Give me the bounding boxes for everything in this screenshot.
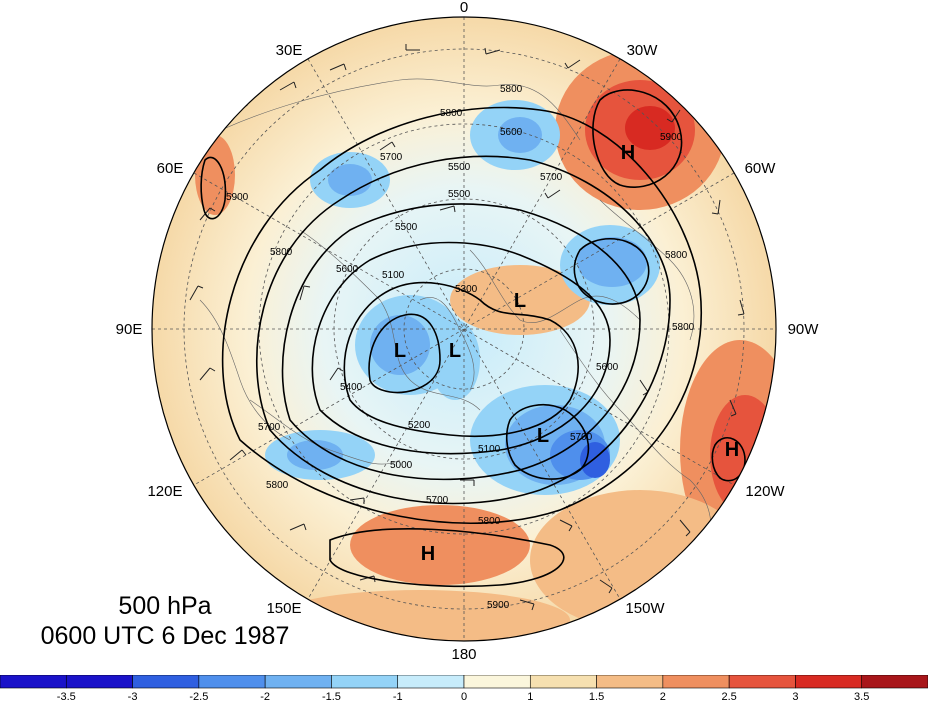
- contour-label: 5300: [455, 284, 478, 295]
- colorbar-box: [463, 675, 531, 689]
- contour-label: 5000: [390, 460, 413, 471]
- level-caption: 500 hPa: [118, 592, 212, 620]
- contour-label: 5800: [270, 247, 293, 258]
- colorbar-box: [662, 675, 730, 689]
- lon-label-60e: 60E: [157, 160, 184, 177]
- colorbar-box: [728, 675, 796, 689]
- contour-label: 5500: [395, 222, 418, 233]
- contour-label: 5900: [226, 192, 249, 203]
- lon-label-30w: 30W: [627, 42, 659, 59]
- contour-label: 5900: [487, 600, 510, 611]
- contour-label: 5400: [340, 382, 363, 393]
- colorbar-box: [331, 675, 399, 689]
- contour-label: 5700: [380, 152, 403, 163]
- contour-label: 5700: [258, 422, 281, 433]
- colorbar-labels: -3.5 -3 -2.5 -2 -1.5 -1 0 1 1.5 2 2.5 3 3.5: [57, 691, 870, 702]
- colorbar-box: [264, 675, 332, 689]
- anomaly-shading: [195, 50, 776, 641]
- contour-label: 5500: [448, 162, 471, 173]
- colorbar-tick-label: 2: [660, 691, 666, 702]
- colorbar-tick-label: -2: [260, 691, 270, 702]
- colorbar: -3.5 -3 -2.5 -2 -1.5 -1 0 1 1.5 2 2.5 3 3.5: [0, 675, 928, 702]
- contour-label: 5600: [336, 264, 359, 275]
- contour-label: 5800: [500, 84, 523, 95]
- colorbar-tick-label: 1: [527, 691, 533, 702]
- colorbar-tick-label: 3.5: [854, 691, 869, 702]
- contour-labels: 5800 5800 5900 5900 5800 5700 5600 5700 …: [226, 84, 695, 611]
- contour-label: 5900: [660, 132, 683, 143]
- contour-label: 5100: [382, 270, 405, 281]
- colorbar-tick-label: 2.5: [721, 691, 736, 702]
- contour-label: 5700: [540, 172, 563, 183]
- lon-label-60w: 60W: [745, 160, 777, 177]
- lon-label-0: 0: [460, 0, 468, 16]
- colorbar-box: [795, 675, 863, 689]
- low-center-label: L: [449, 340, 461, 362]
- contour-label: 5600: [500, 127, 523, 138]
- low-center-label: L: [514, 290, 526, 312]
- lon-label-90w: 90W: [788, 321, 820, 338]
- colorbar-box: [529, 675, 597, 689]
- contour-label: 5600: [596, 362, 619, 373]
- colorbar-box: [65, 675, 133, 689]
- contour-label: 5800: [440, 108, 463, 119]
- contour-label: 5100: [478, 444, 501, 455]
- colorbar-tick-label: -1: [393, 691, 403, 702]
- contour-label: 5700: [426, 495, 449, 506]
- contour-label: 5800: [266, 480, 289, 491]
- colorbar-tick-label: -1.5: [322, 691, 341, 702]
- pressure-centers: H H H L L L L: [394, 142, 739, 565]
- wind-barbs: [189, 44, 745, 611]
- colorbar-box: [198, 675, 266, 689]
- lon-label-90e: 90E: [116, 321, 143, 338]
- map-border: [151, 16, 777, 642]
- colorbar-tick-label: 3: [792, 691, 798, 702]
- high-center-label: H: [621, 142, 635, 164]
- lon-label-120e: 120E: [147, 483, 182, 500]
- lon-label-180: 180: [451, 646, 476, 663]
- colorbar-box: [132, 675, 200, 689]
- colorbar-box: [596, 675, 664, 689]
- low-center-label: L: [394, 340, 406, 362]
- colorbar-tick-label: 0: [461, 691, 467, 702]
- contour-label: 5700: [570, 432, 593, 443]
- lon-label-150e: 150E: [266, 600, 301, 617]
- colorbar-tick-label: 1.5: [589, 691, 604, 702]
- contour-label: 5800: [665, 250, 688, 261]
- colorbar-tick-label: -3: [128, 691, 138, 702]
- contour-label: 5500: [448, 189, 471, 200]
- high-center-label: H: [421, 543, 435, 565]
- colorbar-tick-label: -3.5: [57, 691, 76, 702]
- high-center-label: H: [725, 439, 739, 461]
- map-disc: [152, 17, 776, 641]
- lon-label-150w: 150W: [625, 600, 665, 617]
- polar-map: 0 30W 60W 90W 120W 150W 180 150E 120E 90…: [116, 0, 820, 663]
- colorbar-tick-label: -2.5: [189, 691, 208, 702]
- low-center-label: L: [537, 425, 549, 447]
- contour-label: 5800: [478, 516, 501, 527]
- time-caption: 0600 UTC 6 Dec 1987: [40, 622, 290, 650]
- height-contours: [200, 89, 746, 588]
- lon-label-120w: 120W: [745, 483, 785, 500]
- longitude-labels: 0 30W 60W 90W 120W 150W 180 150E 120E 90…: [116, 0, 820, 663]
- contour-label: 5200: [408, 420, 431, 431]
- colorbar-box: [397, 675, 465, 689]
- contour-label: 5800: [672, 322, 695, 333]
- lon-label-30e: 30E: [276, 42, 303, 59]
- colorbar-box: [861, 675, 928, 689]
- colorbar-box: [0, 675, 67, 689]
- colorbar-boxes: [0, 675, 928, 689]
